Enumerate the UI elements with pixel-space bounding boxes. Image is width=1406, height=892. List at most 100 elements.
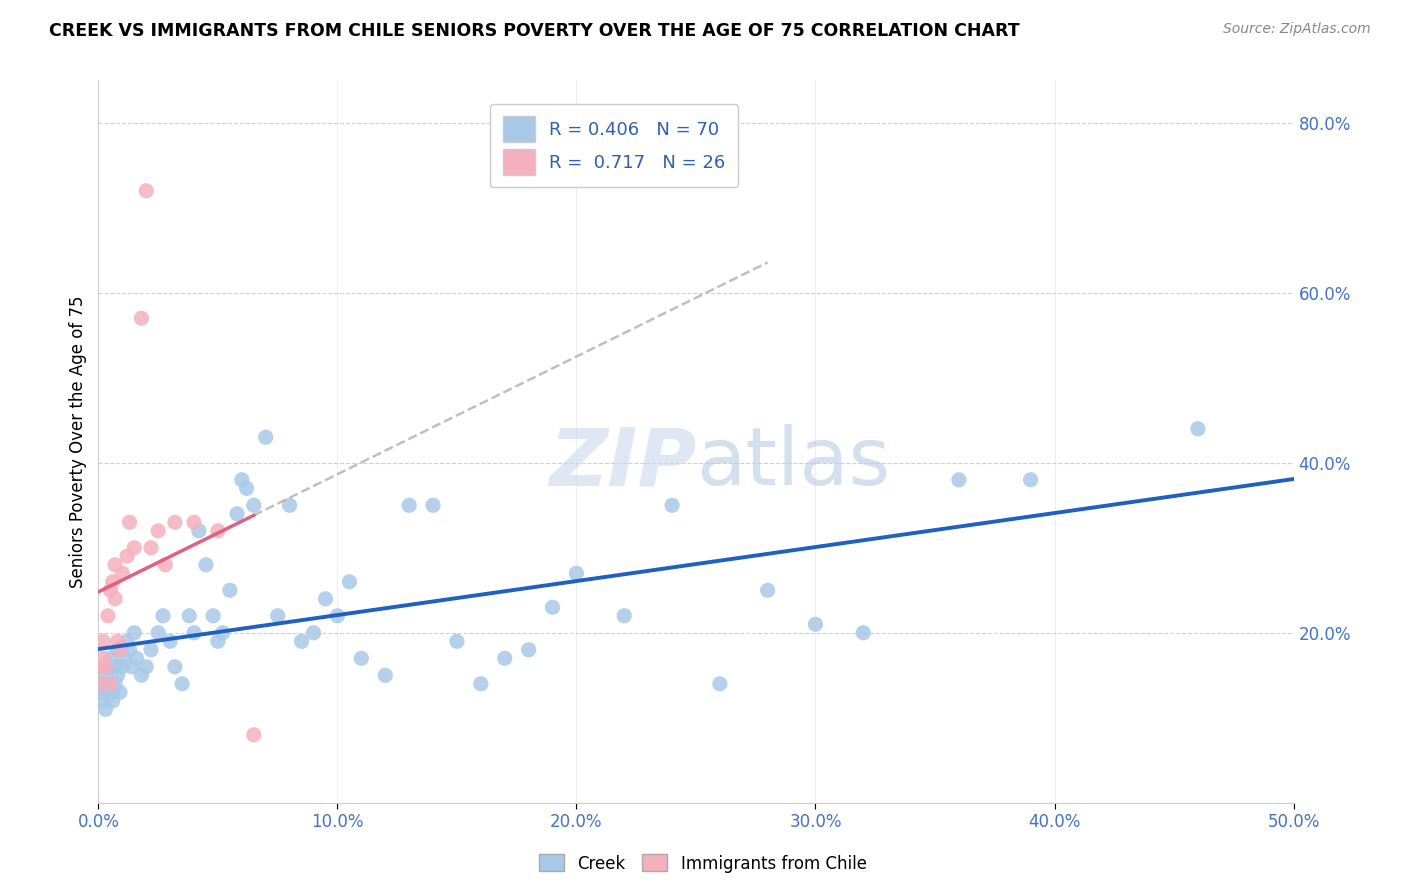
Point <box>374 668 396 682</box>
Point <box>98 677 122 691</box>
Point <box>207 634 229 648</box>
Point <box>111 566 134 581</box>
Point <box>91 651 114 665</box>
Point <box>1187 422 1209 436</box>
Point <box>267 608 290 623</box>
Point <box>139 642 162 657</box>
Point <box>339 574 361 589</box>
Point <box>91 634 114 648</box>
Point <box>219 583 242 598</box>
Point <box>131 311 153 326</box>
Point <box>98 677 122 691</box>
Point <box>91 677 114 691</box>
Point <box>172 677 194 691</box>
Point <box>159 634 181 648</box>
Point <box>613 608 636 623</box>
Point <box>94 702 117 716</box>
Point <box>183 516 205 530</box>
Point <box>98 651 122 665</box>
Point <box>101 694 124 708</box>
Point <box>756 583 779 598</box>
Point <box>104 677 127 691</box>
Point <box>302 625 325 640</box>
Point <box>398 498 420 512</box>
Point <box>804 617 827 632</box>
Point <box>124 625 146 640</box>
Point <box>948 473 970 487</box>
Point <box>470 677 492 691</box>
Point <box>231 473 253 487</box>
Point <box>98 583 122 598</box>
Point <box>202 608 225 623</box>
Point <box>517 642 540 657</box>
Point <box>104 558 127 572</box>
Point <box>243 728 266 742</box>
Point <box>278 498 301 512</box>
Point <box>235 481 257 495</box>
Point <box>148 625 170 640</box>
Point <box>541 600 564 615</box>
Point <box>107 634 129 648</box>
Point <box>90 685 112 699</box>
Point <box>107 668 129 682</box>
Point <box>108 642 131 657</box>
Point <box>446 634 468 648</box>
Point <box>163 660 186 674</box>
Point <box>118 642 141 657</box>
Text: Source: ZipAtlas.com: Source: ZipAtlas.com <box>1223 22 1371 37</box>
Point <box>97 685 120 699</box>
Point <box>709 677 731 691</box>
Y-axis label: Seniors Poverty Over the Age of 75: Seniors Poverty Over the Age of 75 <box>69 295 87 588</box>
Point <box>107 642 129 657</box>
Point <box>350 651 373 665</box>
Point <box>179 608 201 623</box>
Point <box>315 591 337 606</box>
Point <box>326 608 349 623</box>
Point <box>97 608 120 623</box>
Point <box>139 541 162 555</box>
Point <box>291 634 314 648</box>
Point <box>90 677 112 691</box>
Point <box>155 558 177 572</box>
Point <box>254 430 277 444</box>
Point <box>565 566 588 581</box>
Point <box>226 507 249 521</box>
Point <box>211 625 233 640</box>
Point <box>94 668 117 682</box>
Point <box>243 498 266 512</box>
Point <box>104 660 127 674</box>
Legend: R = 0.406   N = 70, R =  0.717   N = 26: R = 0.406 N = 70, R = 0.717 N = 26 <box>489 103 738 187</box>
Point <box>135 660 157 674</box>
Point <box>422 498 444 512</box>
Point <box>183 625 205 640</box>
Point <box>101 685 124 699</box>
Point <box>108 685 131 699</box>
Point <box>104 591 127 606</box>
Point <box>115 549 138 564</box>
Point <box>135 184 157 198</box>
Point <box>661 498 683 512</box>
Point <box>152 608 174 623</box>
Point <box>115 634 138 648</box>
Point <box>163 516 186 530</box>
Point <box>97 660 120 674</box>
Point <box>207 524 229 538</box>
Point <box>90 660 112 674</box>
Point <box>121 660 143 674</box>
Point <box>195 558 218 572</box>
Text: atlas: atlas <box>696 425 890 502</box>
Point <box>148 524 170 538</box>
Text: ZIP: ZIP <box>548 425 696 502</box>
Point <box>187 524 209 538</box>
Point <box>494 651 516 665</box>
Legend: Creek, Immigrants from Chile: Creek, Immigrants from Chile <box>533 847 873 880</box>
Point <box>114 651 136 665</box>
Text: CREEK VS IMMIGRANTS FROM CHILE SENIORS POVERTY OVER THE AGE OF 75 CORRELATION CH: CREEK VS IMMIGRANTS FROM CHILE SENIORS P… <box>49 22 1019 40</box>
Point <box>118 516 141 530</box>
Point <box>131 668 153 682</box>
Point <box>101 574 124 589</box>
Point <box>91 694 114 708</box>
Point <box>111 660 134 674</box>
Point <box>125 651 148 665</box>
Point <box>94 660 117 674</box>
